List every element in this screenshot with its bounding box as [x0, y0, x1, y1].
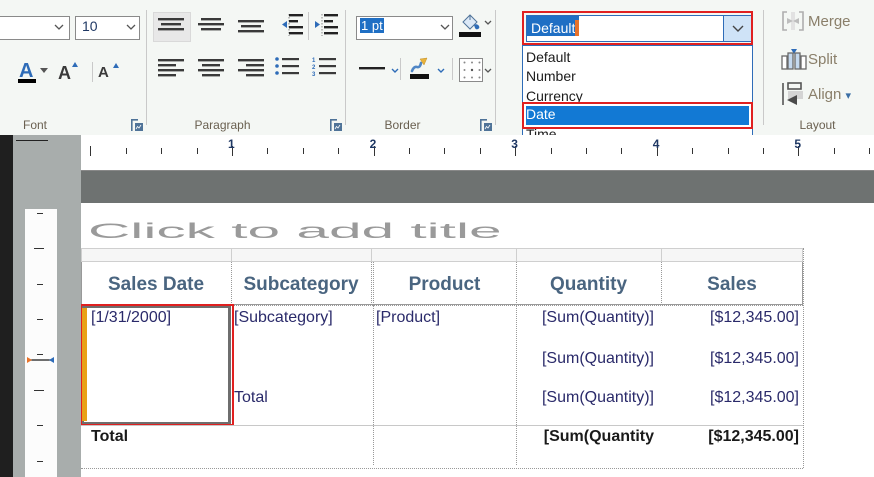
svg-text:A: A: [58, 63, 71, 83]
svg-text:1: 1: [312, 58, 316, 64]
svg-text:2: 2: [312, 65, 316, 71]
svg-text:A: A: [19, 60, 33, 82]
svg-text:3: 3: [312, 72, 316, 78]
svg-text:A: A: [98, 64, 109, 81]
